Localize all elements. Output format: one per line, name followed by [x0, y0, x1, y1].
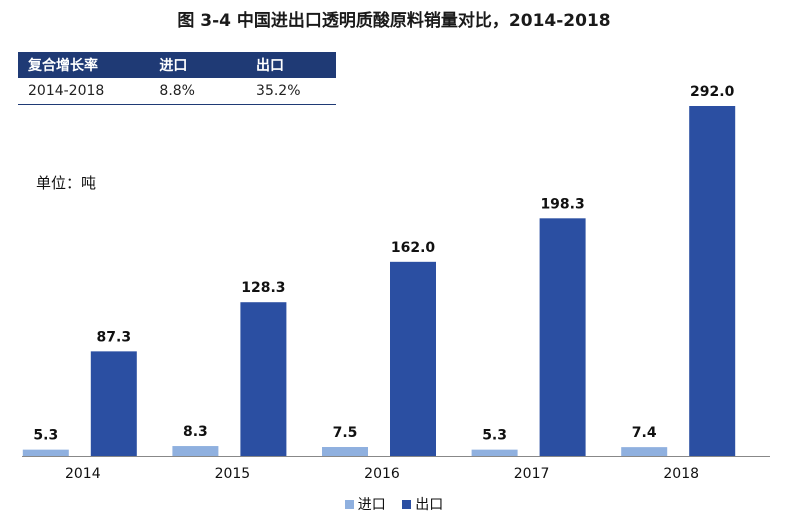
legend-label-export: 出口: [415, 497, 444, 513]
x-tick-label-2015: 2015: [215, 466, 251, 482]
bar-import-2016: [322, 447, 368, 456]
cagr-period: 2014-2018: [18, 78, 142, 105]
chart-title: 图 3-4 中国进出口透明质酸原料销量对比，2014-2018: [177, 11, 611, 31]
value-label-import-2014: 5.3: [33, 428, 58, 444]
cagr-header-label: 复合增长率: [18, 52, 142, 78]
cagr-header-import: 进口: [141, 52, 219, 78]
legend-swatch-import: [344, 499, 354, 509]
value-label-export-2018: 292.0: [690, 84, 735, 100]
value-label-export-2014: 87.3: [97, 329, 132, 345]
bar-export-2018: [689, 106, 736, 456]
legend-item-export: 出口: [402, 494, 443, 514]
bar-import-2018: [621, 447, 668, 456]
cagr-header-export: 出口: [218, 52, 336, 78]
cagr-export-value: 35.2%: [218, 78, 336, 105]
bar-export-2015: [240, 302, 287, 456]
value-label-import-2017: 5.3: [482, 428, 507, 444]
bar-export-2017: [539, 218, 586, 456]
legend-swatch-export: [402, 499, 412, 509]
x-tick-label-2018: 2018: [663, 466, 699, 482]
unit-label: 单位：吨: [36, 174, 97, 192]
bar-import-2014: [22, 449, 69, 456]
value-label-export-2017: 198.3: [540, 196, 584, 212]
bar-import-2015: [172, 446, 219, 456]
value-label-export-2016: 162.0: [391, 240, 436, 256]
cagr-table-row: 2014-2018 8.8% 35.2%: [18, 78, 336, 105]
x-tick-label-2014: 2014: [65, 466, 101, 482]
bar-export-2014: [90, 351, 137, 456]
legend-item-import: 进口: [344, 494, 386, 514]
value-label-import-2018: 7.4: [632, 425, 657, 441]
value-label-import-2015: 8.3: [183, 424, 208, 440]
cagr-import-value: 8.8%: [141, 78, 219, 105]
value-label-export-2015: 128.3: [241, 280, 285, 296]
legend-label-import: 进口: [357, 497, 386, 513]
cagr-table: 复合增长率 进口 出口 2014-2018 8.8% 35.2%: [18, 52, 336, 105]
bar-import-2017: [471, 449, 518, 456]
x-tick-label-2017: 2017: [514, 466, 550, 482]
value-label-import-2016: 7.5: [333, 425, 358, 441]
bar-export-2016: [390, 261, 436, 456]
cagr-table-header-row: 复合增长率 进口 出口: [18, 52, 336, 78]
x-tick-label-2016: 2016: [364, 466, 400, 482]
legend: 进口 出口: [0, 494, 788, 514]
